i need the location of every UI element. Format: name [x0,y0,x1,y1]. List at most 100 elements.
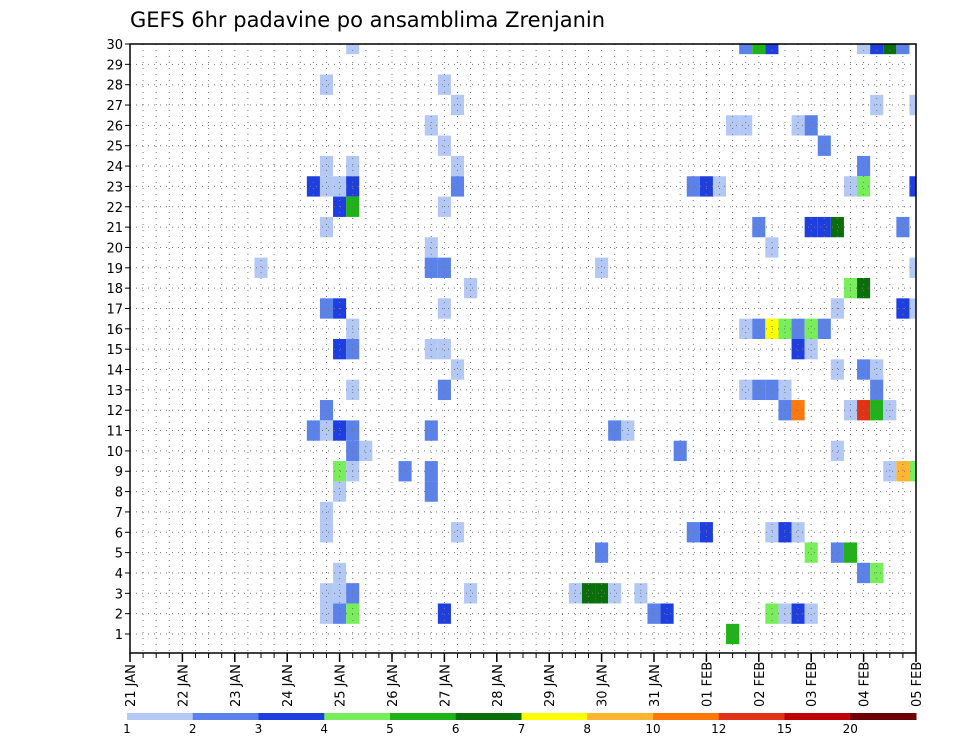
heat-cell [424,420,438,441]
y-tick-label: 5 [115,547,123,562]
heat-cell [830,359,844,380]
colorbar-segment [521,713,588,720]
y-tick-label: 11 [106,425,123,440]
heat-cell [909,257,916,278]
y-tick-label: 8 [115,486,123,501]
x-tick-label: 31 JAN [648,664,663,707]
x-tick-label: 03 FEB [805,662,820,707]
y-tick-label: 19 [106,262,123,277]
x-tick-label: 04 FEB [858,662,873,707]
x-tick-label: 22 JAN [176,664,191,707]
heat-cell [726,115,740,136]
heat-cell [752,379,766,401]
heat-cell [333,461,347,482]
heat-cell [752,318,766,339]
x-tick-label: 30 JAN [596,664,611,707]
heat-cell [752,216,766,238]
y-tick-label: 4 [115,567,123,582]
x-axis: 21 JAN 22 JAN 23 JAN 24 JAN 25 JAN 26 JAN 27 J… [124,653,925,707]
heat-cell [437,257,451,278]
colorbar-segment [850,713,917,720]
heat-cell [830,216,844,238]
colorbar-segment [455,713,522,720]
heat-cell [437,135,451,156]
colorbar-label: 20 [843,722,858,736]
heat-cell [896,44,910,55]
heat-cell [595,542,609,563]
heat-cell [398,461,412,482]
heat-cell [319,74,334,95]
heat-cell [621,420,635,441]
grid-layer [130,43,916,653]
heat-cell [804,339,818,360]
heat-cell [319,501,334,523]
heat-cell [437,74,451,95]
x-tick-label: 27 JAN [438,664,453,707]
heat-cell [319,603,334,624]
heat-cell [804,542,818,563]
x-tick-label: 25 JAN [334,664,349,707]
heat-cell [765,318,779,339]
y-tick-label: 25 [106,140,123,155]
heat-cell [830,440,844,462]
colorbar-segment [390,713,457,720]
y-tick-label: 6 [115,526,123,541]
y-tick-label: 18 [106,282,123,297]
heat-cell [333,481,347,502]
colorbar-segment [587,713,654,720]
heat-cell [765,379,779,401]
heat-cell [791,115,805,136]
heat-cell [883,461,897,482]
heat-cell [765,44,779,55]
heat-cell [857,176,871,197]
heat-cell [726,623,740,645]
heat-cell [319,176,334,197]
colorbar-label: 1 [123,722,131,736]
heat-cell [306,176,320,197]
heat-cell [464,277,478,299]
colorbar-segment [324,713,391,720]
heat-cell [830,542,844,563]
heat-cell [804,603,818,624]
x-tick-label: 28 JAN [491,664,506,707]
x-tick-label: 23 JAN [229,664,244,707]
heat-cell [595,257,609,278]
colorbar-segment [258,713,325,720]
heat-cell [909,176,916,197]
heat-cell [817,135,831,156]
colorbar-segment [653,713,720,720]
x-tick-label: 24 JAN [281,664,296,707]
heat-cell [424,237,438,258]
x-tick-label: 05 FEB [910,662,925,707]
y-tick-label: 23 [106,180,123,195]
colorbar-label: 12 [711,722,726,736]
heat-cell [857,155,871,177]
y-tick-label: 21 [106,221,123,236]
x-tick-label: 01 FEB [700,662,715,707]
y-tick-label: 1 [115,628,123,643]
y-tick-label: 9 [115,465,123,480]
heat-cell [909,298,916,319]
cells-layer [254,44,916,645]
heat-cell [437,603,451,624]
heat-cell [870,359,884,380]
heat-cell [791,603,805,624]
heat-cell [739,115,753,136]
heat-cell [791,318,805,339]
heat-cell [870,44,884,55]
colorbar-segment [718,713,785,720]
heat-cell [686,522,700,543]
y-tick-label: 7 [115,506,123,521]
heat-cell [333,583,347,604]
y-axis: 1234567891011121314151617181920212223242… [106,38,130,643]
y-tick-label: 15 [106,343,123,358]
colorbar-label: 2 [189,722,197,736]
heat-cell [791,522,805,543]
y-tick-label: 12 [106,404,123,419]
heat-cell [424,339,438,360]
colorbar-label: 15 [777,722,792,736]
y-tick-label: 24 [106,160,123,175]
heat-cell [437,339,451,360]
colorbar-label: 5 [386,722,394,736]
heat-cell [870,94,884,116]
